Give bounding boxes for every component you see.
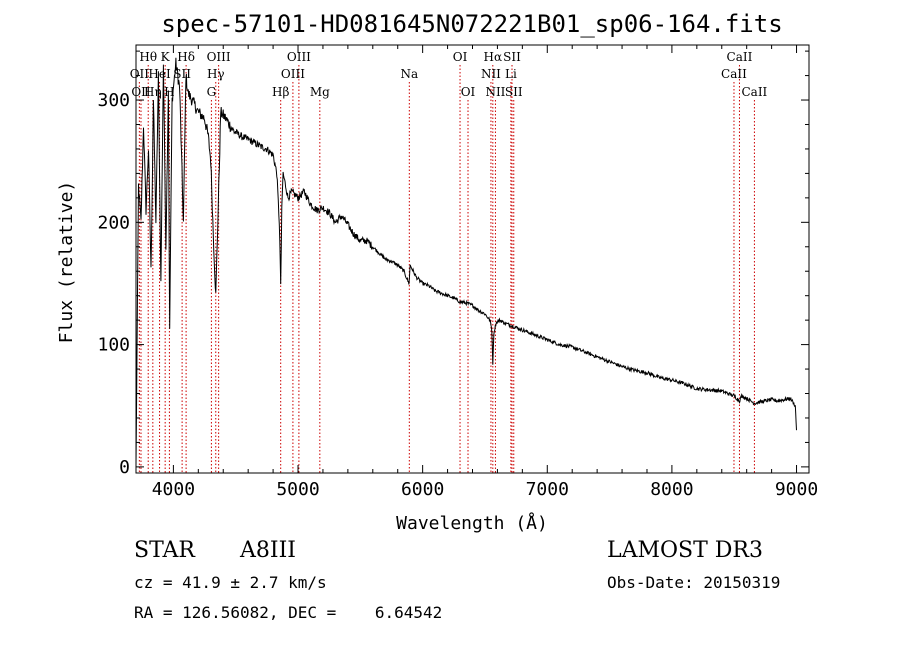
line-marker-label: Hβ bbox=[272, 85, 289, 99]
y-tick-label: 0 bbox=[119, 457, 130, 478]
line-marker-label: H bbox=[164, 85, 174, 99]
line-marker-label: Hα bbox=[484, 50, 503, 64]
y-tick-label: 200 bbox=[97, 212, 130, 233]
coordinates: RA = 126.56082, DEC = 6.64542 bbox=[134, 603, 443, 622]
line-marker-label: Hγ bbox=[207, 67, 225, 81]
series-group bbox=[135, 57, 797, 466]
x-axis-title: Wavelength (Å) bbox=[396, 512, 548, 534]
survey-name: LAMOST DR3 bbox=[607, 538, 763, 563]
plot-frame bbox=[135, 44, 810, 474]
object-subclass: A8III bbox=[240, 538, 296, 563]
x-tick-label: 4000 bbox=[152, 479, 195, 500]
line-marker-label: Hδ bbox=[177, 50, 195, 64]
spectrum-line bbox=[135, 57, 797, 466]
line-marker-label: OI bbox=[461, 85, 476, 99]
observation-date: Obs-Date: 20150319 bbox=[607, 573, 781, 592]
line-marker-label: Na bbox=[400, 67, 418, 81]
line-marker-label: OI bbox=[453, 50, 468, 64]
object-class: STAR bbox=[134, 538, 195, 563]
line-marker-label: SII bbox=[503, 50, 521, 64]
y-tick-label: 300 bbox=[97, 90, 130, 111]
y-axis-title: Flux (relative) bbox=[56, 181, 77, 344]
line-marker-label: Hη bbox=[144, 85, 162, 99]
y-tick-label: 100 bbox=[97, 335, 130, 356]
line-marker-label: SII bbox=[505, 85, 523, 99]
x-tick-label: 8000 bbox=[650, 479, 693, 500]
line-marker-label: CaII bbox=[721, 67, 747, 81]
line-marker-label: Li bbox=[505, 67, 517, 81]
y-axis: 0 100 200 300 bbox=[97, 50, 809, 478]
line-marker-label: OIII bbox=[281, 67, 305, 81]
line-marker-label: HeI bbox=[148, 67, 171, 81]
line-marker-label: Hθ bbox=[139, 50, 157, 64]
line-marker-label: CaII bbox=[727, 50, 753, 64]
chart-title: spec-57101-HD081645N072221B01_sp06-164.f… bbox=[161, 10, 782, 38]
x-tick-label: 5000 bbox=[276, 479, 319, 500]
line-marker-label: NII bbox=[485, 85, 505, 99]
x-tick-label: 9000 bbox=[775, 479, 818, 500]
line-marker-label: G bbox=[207, 85, 217, 99]
line-marker-label: OII bbox=[130, 67, 150, 81]
x-axis: 4000 5000 6000 7000 8000 9000 bbox=[152, 45, 818, 500]
line-marker-label: Mg bbox=[310, 85, 330, 99]
line-marker-label: OIII bbox=[207, 50, 231, 64]
line-marker-label: K bbox=[161, 50, 171, 64]
redshift-value: cz = 41.9 ± 2.7 km/s bbox=[134, 573, 327, 592]
line-marker-label: NII bbox=[481, 67, 501, 81]
line-marker-label: CaII bbox=[741, 85, 767, 99]
x-tick-label: 6000 bbox=[401, 479, 444, 500]
line-marker-label: OIII bbox=[287, 50, 311, 64]
x-tick-label: 7000 bbox=[526, 479, 569, 500]
